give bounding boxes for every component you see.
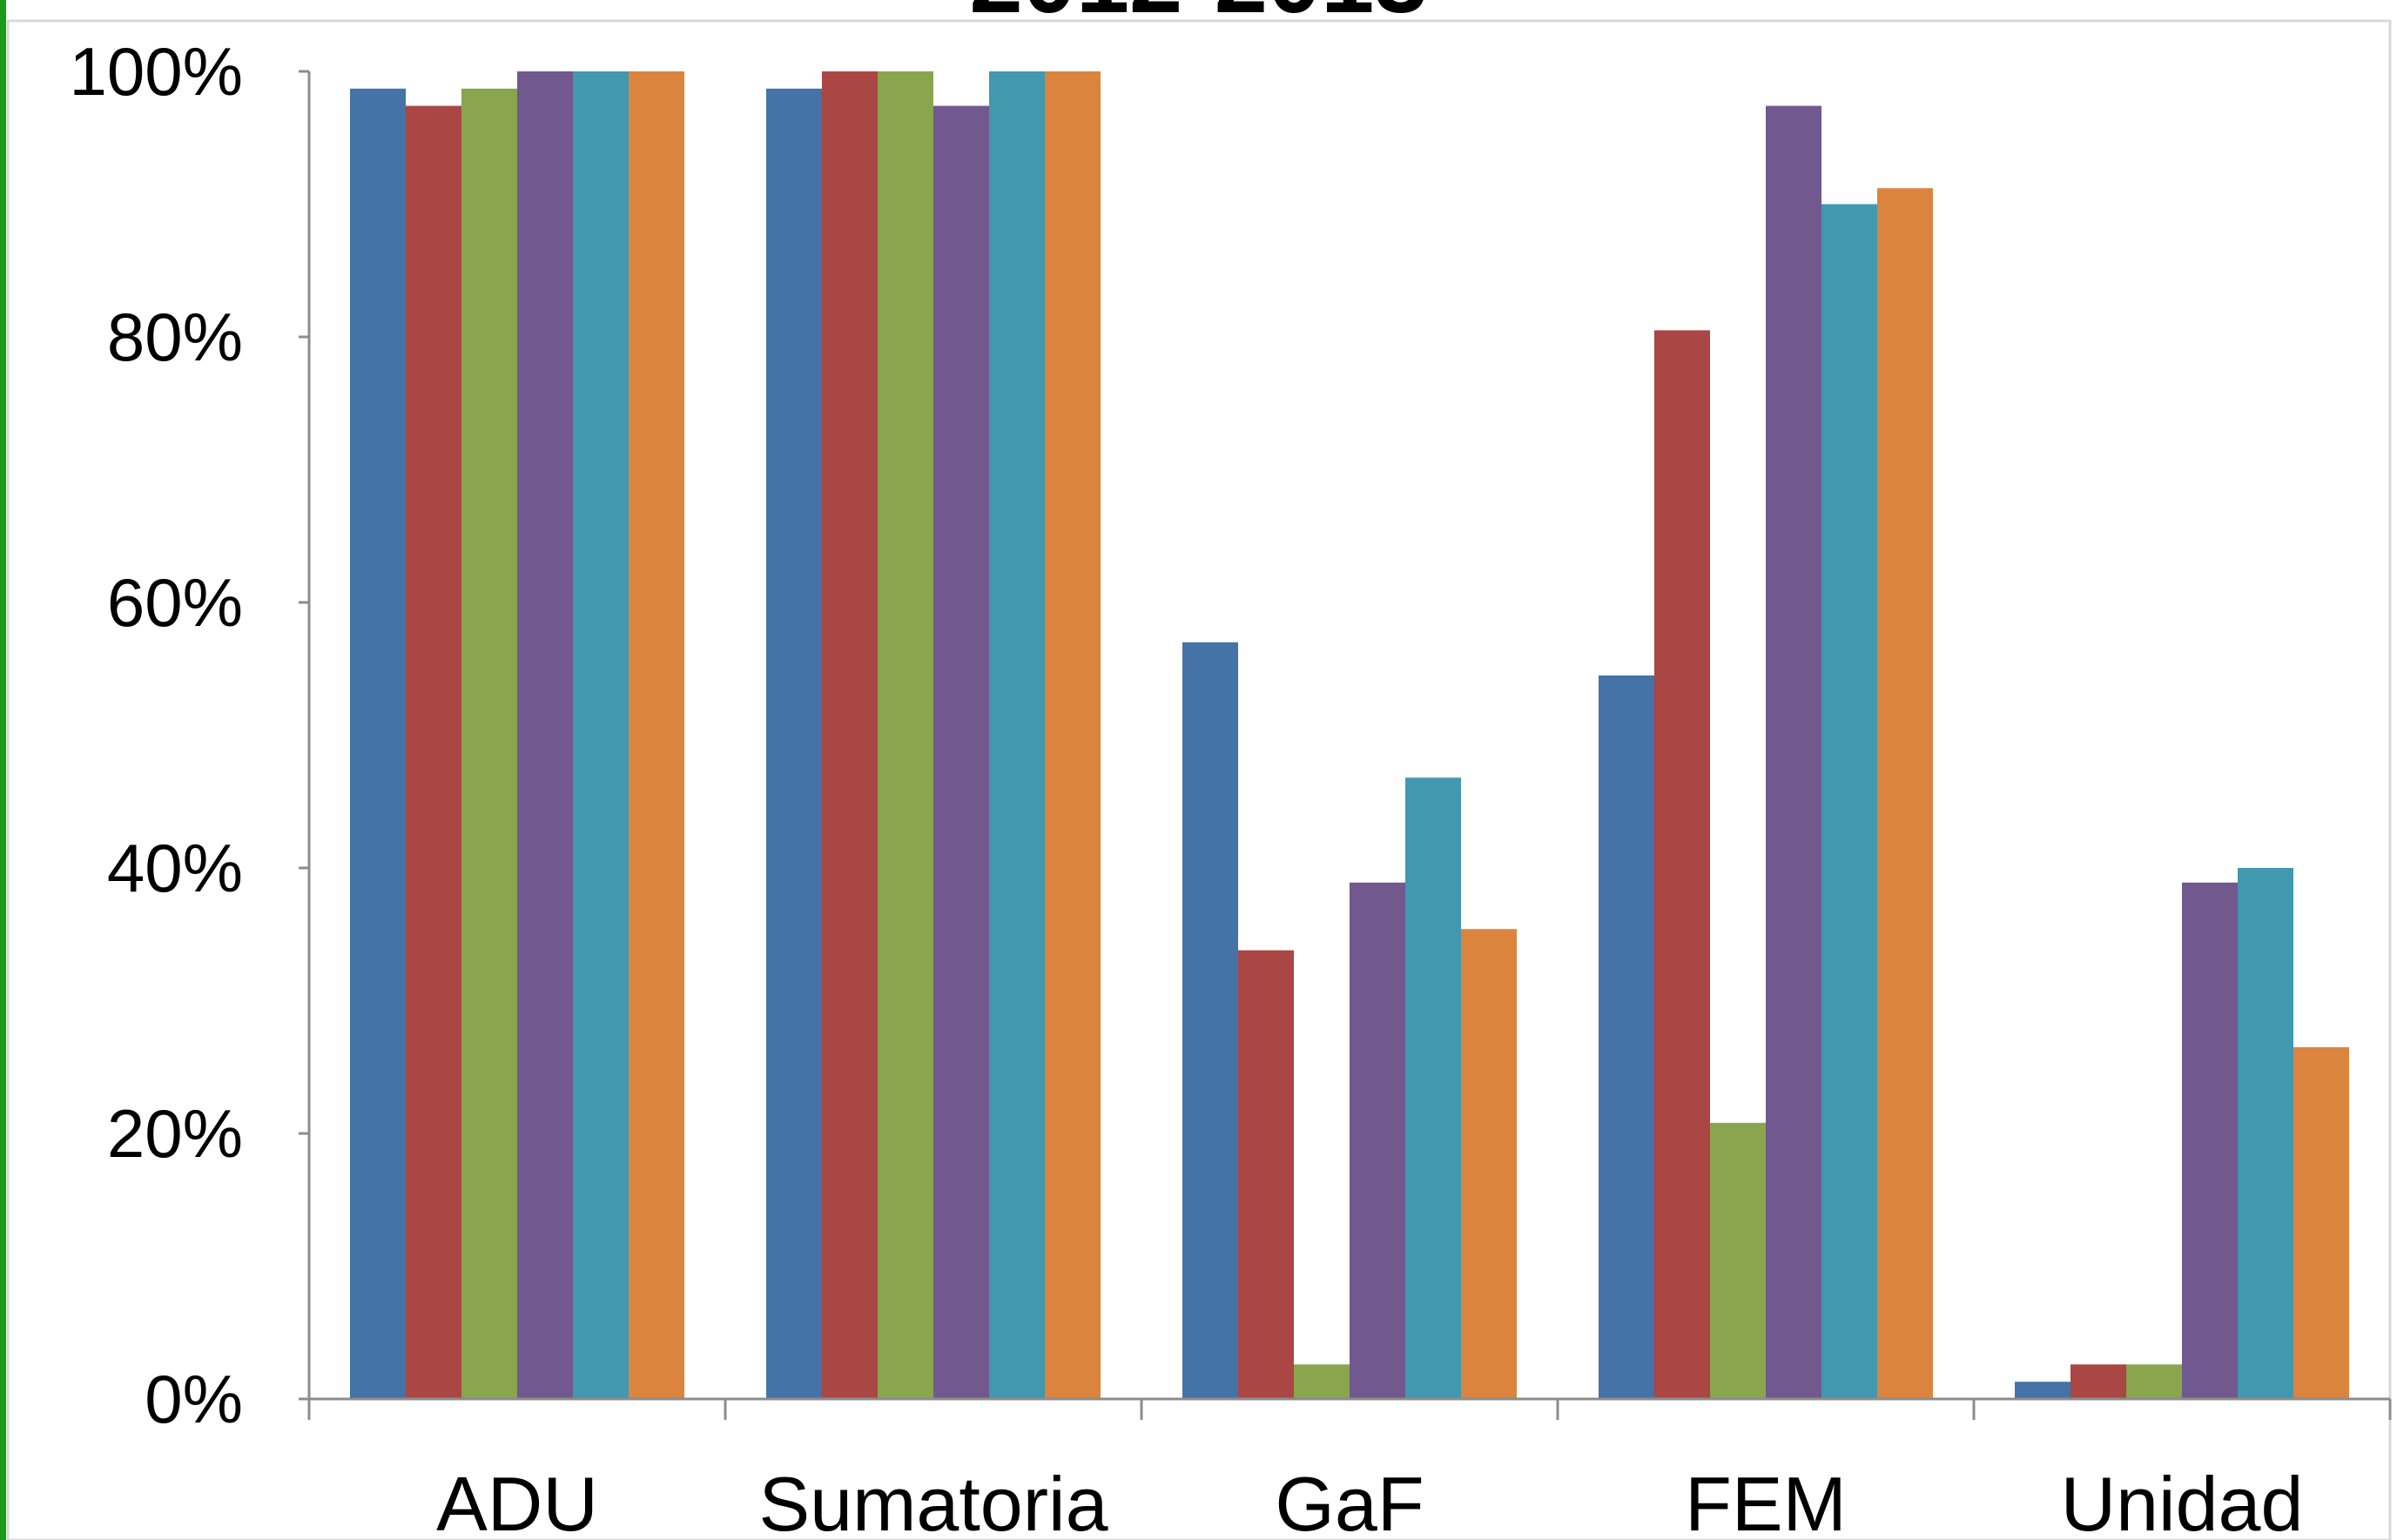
bar-gaf-s3: [1294, 1364, 1350, 1399]
bar-fem-s6: [1877, 188, 1933, 1400]
y-tick-label: 80%: [107, 299, 243, 375]
x-tick-label: FEM: [1685, 1461, 1847, 1540]
bar-sumatoria-s5: [989, 71, 1045, 1399]
chart-title: 2012-2013: [0, 0, 2397, 28]
bar-fem-s5: [1821, 204, 1877, 1399]
bar-fem-s1: [1599, 675, 1654, 1399]
bar-unidad-s6: [2293, 1046, 2349, 1399]
bar-unidad-s3: [2126, 1364, 2182, 1399]
bar-unidad-s5: [2238, 868, 2293, 1399]
bar-adu-s1: [350, 88, 406, 1399]
x-tick-label: Unidad: [2061, 1461, 2304, 1540]
y-tick-label: 100%: [70, 33, 244, 110]
bar-adu-s3: [461, 88, 517, 1399]
bar-unidad-s4: [2182, 882, 2238, 1399]
bars-group: [350, 71, 2349, 1400]
bar-sumatoria-s6: [1045, 71, 1101, 1399]
bar-gaf-s6: [1461, 929, 1517, 1399]
bar-unidad-s2: [2070, 1364, 2126, 1399]
axes-group: [299, 70, 2392, 1420]
bar-unidad-s1: [2015, 1382, 2070, 1399]
bar-gaf-s2: [1238, 950, 1294, 1399]
bar-sumatoria-s1: [766, 88, 822, 1399]
labels-group: 0% 20% 40% 60% 80% 100% ADU Sumatoria GaF FEM Unid…: [70, 33, 2304, 1540]
bar-sumatoria-s2: [822, 71, 878, 1399]
bar-fem-s3: [1710, 1122, 1766, 1399]
bar-fem-s2: [1654, 330, 1710, 1399]
y-tick-label: 20%: [107, 1095, 243, 1172]
bar-adu-s6: [629, 71, 684, 1399]
bar-adu-s2: [406, 105, 461, 1400]
y-tick-label: 40%: [107, 830, 243, 906]
bar-gaf-s1: [1182, 642, 1238, 1399]
x-tick-label: GaF: [1275, 1461, 1424, 1540]
bar-sumatoria-s4: [933, 105, 989, 1400]
bar-gaf-s5: [1405, 777, 1461, 1399]
y-tick-label: 0%: [145, 1361, 243, 1437]
bar-adu-s5: [573, 71, 629, 1399]
bar-gaf-s4: [1350, 882, 1405, 1399]
y-tick-label: 60%: [107, 564, 243, 641]
slide-left-border: [0, 0, 6, 1540]
bar-sumatoria-s3: [878, 71, 933, 1399]
plot-frame: [6, 19, 2392, 1540]
x-tick-label: ADU: [436, 1461, 598, 1540]
x-tick-label: Sumatoria: [758, 1461, 1108, 1540]
bar-fem-s4: [1766, 105, 1821, 1400]
bar-adu-s4: [517, 71, 573, 1399]
